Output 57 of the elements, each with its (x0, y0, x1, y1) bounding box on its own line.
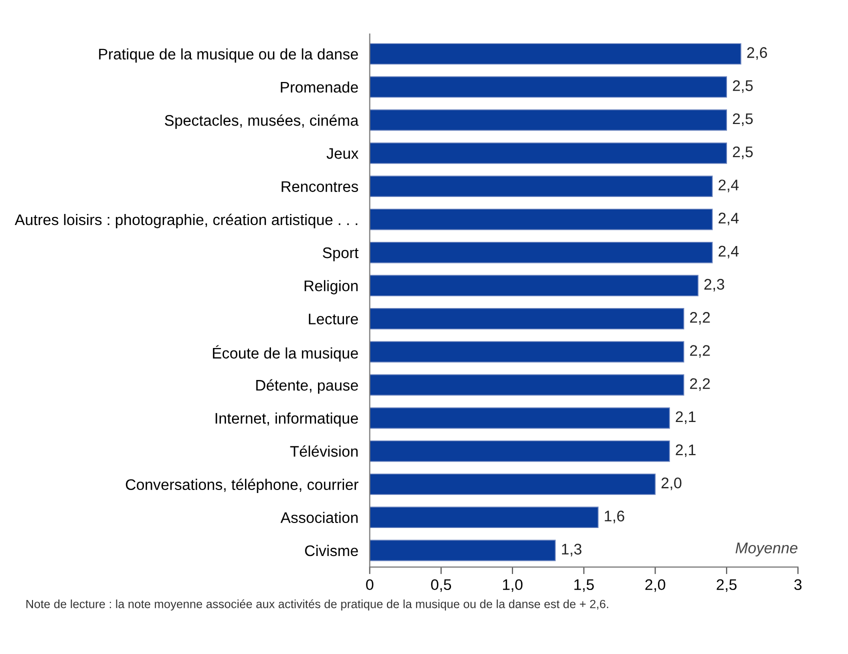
y-tick-label: Internet, informatique (216, 412, 358, 427)
y-tick-label: Promenade (280, 81, 358, 93)
bar (370, 440, 670, 462)
bar (370, 308, 684, 330)
y-tick-label: Télévision (290, 445, 358, 457)
y-tick-label: Civisme (305, 544, 358, 556)
bar (370, 274, 698, 296)
data-label: 1,3 (562, 544, 582, 556)
bar (370, 242, 713, 264)
y-tick-label: Association (280, 512, 358, 524)
x-axis-title: Moyenne (736, 542, 798, 556)
data-label: 2,4 (718, 246, 739, 258)
bar (370, 474, 656, 495)
x-tick-label: 2,5 (716, 579, 737, 592)
bar (370, 407, 670, 429)
data-label: 1,6 (604, 510, 624, 524)
data-label: 2,5 (732, 80, 753, 93)
y-tick-label: Autres loisirs : photographie, création artistique . . . (14, 214, 358, 228)
bar (370, 540, 556, 562)
y-tick-label: Lecture (308, 314, 358, 324)
x-tick-label: 1,5 (574, 579, 594, 592)
x-tick-label: 3 (794, 579, 802, 590)
y-tick-label: Écoute de la musique (212, 345, 358, 362)
y-tick-label: Conversations, téléphone, courrier (126, 478, 358, 494)
y-tick-label: Sport (322, 247, 359, 262)
x-tick-label: 0 (366, 579, 374, 590)
bar (370, 374, 684, 396)
data-label: 2,5 (732, 113, 753, 126)
data-label: 2,6 (747, 47, 767, 60)
data-label: 2,1 (676, 411, 696, 424)
bar (370, 142, 728, 164)
x-tick-label: 0,5 (431, 579, 452, 592)
y-tick-label: Pratique de la musique ou de la danse (99, 48, 358, 63)
bar (370, 341, 684, 363)
data-label: 2,3 (704, 278, 724, 292)
data-label: 2,4 (718, 180, 739, 192)
bar (370, 208, 713, 230)
y-tick-label: Spectacles, musées, cinéma (164, 114, 359, 129)
y-tick-label: Rencontres (282, 181, 358, 192)
data-label: 2,5 (732, 146, 753, 160)
data-label: 2,2 (690, 312, 710, 325)
bar (370, 506, 599, 528)
data-label: 2,4 (718, 212, 739, 226)
bar (370, 76, 728, 98)
bar (370, 43, 742, 65)
data-label: 2,2 (690, 345, 710, 358)
text: Note de lecture : la note moyenne associée aux activités de pratique de la musique ou de la danse est de + 2,6. (26, 599, 608, 611)
x-tick-label: 2,0 (645, 579, 666, 592)
data-label: 2,1 (676, 444, 696, 458)
y-tick-label: Religion (304, 280, 358, 294)
data-label: 2,0 (662, 478, 682, 490)
y-tick-label: Jeux (326, 148, 358, 159)
data-label: 2,2 (690, 378, 710, 391)
x-tick-label: 1,0 (503, 579, 522, 592)
bar (370, 109, 728, 131)
bar (370, 176, 713, 197)
y-tick-label: Détente, pause (256, 379, 358, 394)
